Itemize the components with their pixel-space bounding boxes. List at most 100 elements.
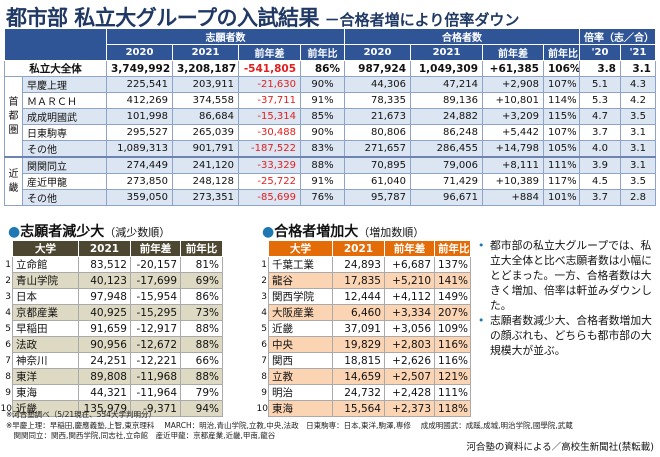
decrease-section-title: ●志願者減少大（減少数順） xyxy=(8,224,171,240)
cell: 44,306 xyxy=(344,76,411,93)
cell: 225,541 xyxy=(106,76,173,93)
cell: 15,564 xyxy=(332,400,385,417)
table-row: その他 359,050 273,351 -85,699 76% 95,787 96,671 +… xyxy=(5,189,656,206)
cell: 106% xyxy=(543,60,580,77)
cell: 141% xyxy=(434,272,471,289)
cell: 115% xyxy=(543,108,580,125)
cell: 78,335 xyxy=(344,92,411,109)
cell: 14,659 xyxy=(332,368,385,385)
university-name: 東洋 xyxy=(12,368,79,385)
university-name: 法政 xyxy=(12,336,79,353)
cell: -12,672 xyxy=(130,336,181,353)
note-item: 都市部の私立大グループでは、私立大全体と比べ志願者数は小幅にとどまった。一方、合… xyxy=(478,238,658,313)
rank: 8 xyxy=(0,368,13,385)
table-row: 3 関西学院 12,444 +4,112 149% xyxy=(256,288,471,305)
university-name: 京都産業 xyxy=(12,304,79,321)
cell: +884 xyxy=(482,189,544,206)
cell: 90% xyxy=(300,76,345,93)
col-header: 前年差 xyxy=(482,44,544,61)
table-row: 7 関西 18,815 +2,626 116% xyxy=(256,352,471,369)
col-header: 前年比 xyxy=(434,240,471,257)
row-label: 産近甲龍 xyxy=(22,173,107,190)
rank: 2 xyxy=(0,272,13,289)
rank: 4 xyxy=(0,304,13,321)
university-name: 龍谷 xyxy=(268,272,333,289)
source-credit: 河合塾の資料による／高校生新聞社(禁転載) xyxy=(466,442,654,453)
rank: 1 xyxy=(256,256,269,273)
rank: 10 xyxy=(256,400,269,417)
cell: 88% xyxy=(180,336,223,353)
cell: 88% xyxy=(180,320,223,337)
cell: 88% xyxy=(300,156,345,174)
rank: 9 xyxy=(0,384,13,401)
table-row: 成成明國武 101,998 86,684 -15,314 85% 21,673 24,882… xyxy=(5,108,656,125)
footnotes: ※河合塾調べ（5/21現在、554大学判明分） ※早慶上理：早稲田,慶應義塾,上智… xyxy=(6,410,573,440)
cell: 3.1 xyxy=(620,156,656,174)
cell: 24,882 xyxy=(410,108,483,125)
cell: 109% xyxy=(434,320,471,337)
university-name: 立教 xyxy=(268,368,333,385)
col-header: 前年差 xyxy=(238,44,301,61)
cell: 83,512 xyxy=(78,256,131,273)
cell: -37,711 xyxy=(238,92,301,109)
rank: 8 xyxy=(256,368,269,385)
cell: -15,295 xyxy=(130,304,181,321)
cell: 137% xyxy=(434,256,471,273)
cell: 374,558 xyxy=(172,92,239,109)
col-header: 2021 xyxy=(172,44,239,61)
cell: +3,209 xyxy=(482,108,544,125)
col-header: '21 xyxy=(620,44,656,61)
cell: 4.5 xyxy=(579,173,621,190)
cell: 3.8 xyxy=(579,60,621,77)
rank: 3 xyxy=(256,288,269,305)
cell: 3,208,187 xyxy=(172,60,239,77)
university-name: 日本 xyxy=(12,288,79,305)
row-label: 日東駒専 xyxy=(22,124,107,141)
table-row: 5 近畿 37,091 +3,056 109% xyxy=(256,320,471,337)
cell: -11,964 xyxy=(130,384,181,401)
rank: 6 xyxy=(0,336,13,353)
col-header: 前年差 xyxy=(384,240,435,257)
table-row: 3 日本 97,948 -15,954 86% xyxy=(0,288,223,305)
cell: 90,956 xyxy=(78,336,131,353)
table-row: 2 龍谷 17,835 +5,210 141% xyxy=(256,272,471,289)
cell: +2,373 xyxy=(384,400,435,417)
cell: 47,214 xyxy=(410,76,483,93)
cell: 1,049,309 xyxy=(410,60,483,77)
col-header: 大学 xyxy=(12,240,79,257)
cell: +6,687 xyxy=(384,256,435,273)
table-row: 5 早稲田 91,659 -12,917 88% xyxy=(0,320,223,337)
cell: +3,334 xyxy=(384,304,435,321)
col-header: 2021 xyxy=(332,240,385,257)
row-label: ＭＡＲＣＨ xyxy=(22,92,107,109)
cell: 17,835 xyxy=(332,272,385,289)
cell: 86,684 xyxy=(172,108,239,125)
cell: +2,626 xyxy=(384,352,435,369)
cell: 3.5 xyxy=(620,108,656,125)
cell: 286,455 xyxy=(410,140,483,158)
table-row: 1 千葉工業 24,893 +6,687 137% xyxy=(256,256,471,273)
cell: -11,968 xyxy=(130,368,181,385)
cell: 61,040 xyxy=(344,173,411,190)
col-header: 前年比 xyxy=(180,240,223,257)
cell: -187,522 xyxy=(238,140,301,158)
cell: 207% xyxy=(434,304,471,321)
table-row: その他 1,089,313 901,791 -187,522 83% 271,657 286… xyxy=(5,140,656,158)
col-header: 前年比 xyxy=(543,44,580,61)
cell: 76% xyxy=(300,189,345,206)
cell: 3.5 xyxy=(620,173,656,190)
cell: 69% xyxy=(180,272,223,289)
cell: -9,371 xyxy=(130,400,181,417)
col-header: 2021 xyxy=(78,240,131,257)
cell: -15,954 xyxy=(130,288,181,305)
cell: 44,321 xyxy=(78,384,131,401)
row-label: その他 xyxy=(22,189,107,206)
cell: 203,911 xyxy=(172,76,239,93)
cell: 116% xyxy=(434,336,471,353)
cell: 118% xyxy=(434,400,471,417)
cell: 111% xyxy=(543,156,580,174)
cell: 3,749,992 xyxy=(106,60,173,77)
col-header: '20 xyxy=(579,44,621,61)
summary-notes: 都市部の私立大グループでは、私立大全体と比べ志願者数は小幅にとどまった。一方、合… xyxy=(478,238,658,358)
rank: 6 xyxy=(256,336,269,353)
